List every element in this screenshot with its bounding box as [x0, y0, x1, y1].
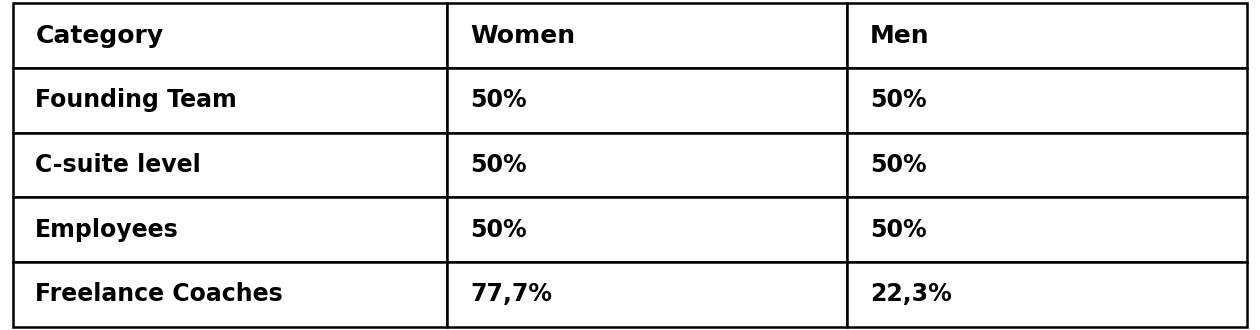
FancyBboxPatch shape: [13, 197, 447, 262]
FancyBboxPatch shape: [447, 197, 847, 262]
Text: 22,3%: 22,3%: [869, 282, 951, 306]
Text: 50%: 50%: [869, 218, 926, 242]
Text: Founding Team: Founding Team: [35, 88, 237, 112]
FancyBboxPatch shape: [447, 262, 847, 327]
FancyBboxPatch shape: [447, 133, 847, 197]
Text: 77,7%: 77,7%: [470, 282, 552, 306]
Text: 50%: 50%: [470, 218, 527, 242]
FancyBboxPatch shape: [13, 3, 447, 68]
Text: Women: Women: [470, 24, 575, 48]
Text: Category: Category: [35, 24, 164, 48]
Text: Men: Men: [869, 24, 930, 48]
FancyBboxPatch shape: [847, 197, 1247, 262]
Text: Freelance Coaches: Freelance Coaches: [35, 282, 284, 306]
Text: C-suite level: C-suite level: [35, 153, 202, 177]
Text: 50%: 50%: [869, 88, 926, 112]
FancyBboxPatch shape: [13, 68, 447, 133]
Text: Employees: Employees: [35, 218, 179, 242]
FancyBboxPatch shape: [847, 262, 1247, 327]
FancyBboxPatch shape: [847, 68, 1247, 133]
FancyBboxPatch shape: [447, 3, 847, 68]
FancyBboxPatch shape: [13, 133, 447, 197]
Text: 50%: 50%: [869, 153, 926, 177]
FancyBboxPatch shape: [13, 262, 447, 327]
FancyBboxPatch shape: [847, 133, 1247, 197]
Text: 50%: 50%: [470, 153, 527, 177]
FancyBboxPatch shape: [447, 68, 847, 133]
FancyBboxPatch shape: [847, 3, 1247, 68]
Text: 50%: 50%: [470, 88, 527, 112]
